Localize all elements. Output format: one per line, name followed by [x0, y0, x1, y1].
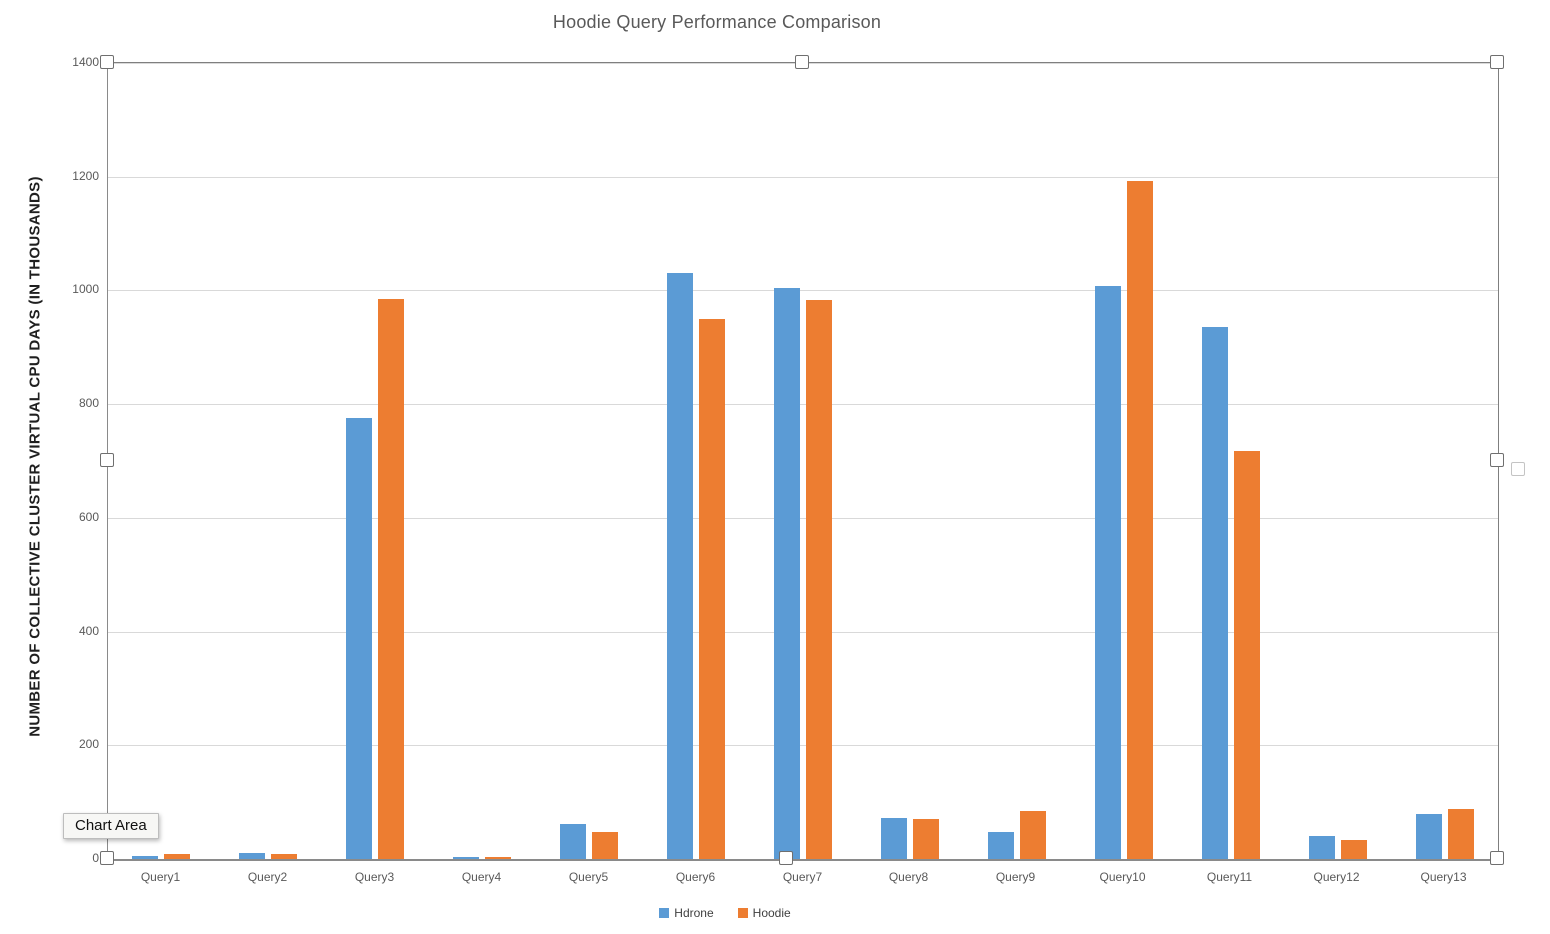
bar-hdrone-query5[interactable]	[560, 824, 586, 859]
gridline	[108, 631, 1498, 633]
bar-hdrone-query4[interactable]	[453, 857, 479, 859]
legend-swatch-hoodie	[737, 908, 748, 918]
bar-hdrone-query13[interactable]	[1416, 814, 1442, 859]
x-category-label: Query6	[675, 870, 716, 884]
y-tick-label: 800	[78, 396, 99, 411]
legend-swatch-hdrone	[659, 908, 670, 918]
gridline	[108, 176, 1498, 178]
y-tick-label: 1200	[72, 168, 99, 183]
x-category-label: Query4	[461, 870, 502, 884]
plot-area[interactable]	[107, 62, 1499, 861]
bar-hoodie-query11[interactable]	[1234, 451, 1260, 859]
selection-handle[interactable]	[1490, 453, 1504, 467]
x-category-label: Query10	[1099, 870, 1146, 884]
selection-handle[interactable]	[1511, 462, 1525, 476]
chart-area-tooltip: Chart Area	[63, 813, 159, 839]
y-tick-label: 400	[78, 623, 99, 638]
bar-hoodie-query2[interactable]	[271, 854, 297, 859]
selection-handle[interactable]	[779, 851, 793, 865]
bar-hoodie-query4[interactable]	[485, 857, 511, 859]
gridline	[108, 745, 1498, 747]
x-category-label: Query13	[1420, 870, 1467, 884]
gridline	[108, 290, 1498, 292]
chart-title[interactable]: Hoodie Query Performance Comparison	[552, 12, 882, 32]
x-category-label: Query2	[247, 870, 288, 884]
x-category-label: Query11	[1206, 870, 1253, 884]
bar-hoodie-query3[interactable]	[378, 299, 404, 859]
bar-hoodie-query6[interactable]	[699, 319, 725, 859]
x-category-label: Query3	[354, 870, 395, 884]
legend-item-hdrone[interactable]: Hdrone	[659, 906, 714, 920]
bar-hdrone-query8[interactable]	[881, 818, 907, 859]
bar-hdrone-query7[interactable]	[774, 288, 800, 859]
legend[interactable]: Hdrone Hoodie	[0, 903, 1450, 923]
bar-hdrone-query11[interactable]	[1202, 327, 1228, 859]
bar-hoodie-query12[interactable]	[1341, 840, 1367, 859]
bar-hoodie-query7[interactable]	[806, 300, 832, 859]
x-category-label: Query7	[782, 870, 823, 884]
y-axis-title[interactable]: NUMBER OF COLLECTIVE CLUSTER VIRTUAL CPU…	[26, 176, 44, 737]
gridline	[108, 517, 1498, 519]
x-category-label: Query12	[1313, 870, 1360, 884]
bar-hdrone-query6[interactable]	[667, 273, 693, 859]
y-tick-label: 200	[78, 737, 99, 752]
bar-hdrone-query12[interactable]	[1309, 836, 1335, 859]
legend-item-hoodie[interactable]: Hoodie	[737, 906, 791, 920]
selection-handle[interactable]	[795, 55, 809, 69]
bar-hdrone-query2[interactable]	[239, 853, 265, 859]
legend-label-hoodie: Hoodie	[752, 906, 791, 920]
gridline	[108, 404, 1498, 406]
y-tick-label: 1000	[72, 282, 99, 297]
bar-hdrone-query3[interactable]	[346, 418, 372, 859]
bar-hdrone-query1[interactable]	[132, 856, 158, 859]
x-category-label: Query5	[568, 870, 609, 884]
bar-hoodie-query1[interactable]	[164, 854, 190, 859]
bar-hdrone-query10[interactable]	[1095, 286, 1121, 859]
bar-hoodie-query10[interactable]	[1127, 181, 1153, 859]
legend-label-hdrone: Hdrone	[674, 906, 714, 920]
selection-handle[interactable]	[100, 851, 114, 865]
x-category-label: Query1	[140, 870, 181, 884]
bar-hdrone-query9[interactable]	[988, 832, 1014, 859]
bar-hoodie-query8[interactable]	[913, 819, 939, 859]
bar-hoodie-query9[interactable]	[1020, 811, 1046, 859]
y-tick-label: 600	[78, 509, 99, 524]
selection-handle[interactable]	[1490, 55, 1504, 69]
y-tick-label: 1400	[72, 55, 99, 69]
x-category-label: Query8	[888, 870, 929, 884]
selection-handle[interactable]	[100, 453, 114, 467]
x-category-label: Query9	[995, 870, 1036, 884]
y-tick-label: 0	[92, 851, 99, 865]
selection-handle[interactable]	[100, 55, 114, 69]
selection-handle[interactable]	[1490, 851, 1504, 865]
bar-hoodie-query13[interactable]	[1448, 809, 1474, 859]
bar-hoodie-query5[interactable]	[592, 832, 618, 859]
